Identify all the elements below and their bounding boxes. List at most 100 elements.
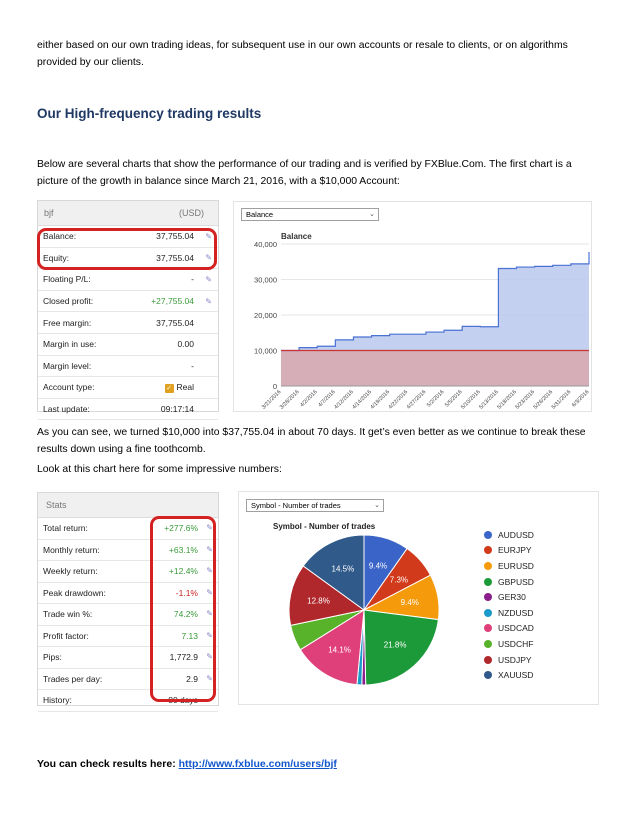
legend-swatch <box>484 671 492 680</box>
pie-chart-frame: Symbol - Number of trades ⌄ Symbol - Num… <box>238 491 599 705</box>
series-area-deposit <box>281 350 589 386</box>
legend-swatch <box>484 561 492 570</box>
stats-row-label: Profit factor: <box>43 630 89 641</box>
edit-icon[interactable]: ✎ <box>206 523 213 532</box>
edit-icon[interactable]: ✎ <box>205 296 212 306</box>
highlight-box-balance <box>37 228 217 270</box>
account-row-label: Account type: <box>43 382 95 393</box>
stats-row: Weekly return: +12.4% ✎ <box>38 561 218 583</box>
account-row-value-text: - <box>191 274 194 285</box>
chart-title: Balance <box>281 232 312 241</box>
stats-row-value: +12.4% <box>168 566 198 576</box>
account-row-value-text: 37,755.04 <box>156 252 194 263</box>
chevron-down-icon: ⌄ <box>374 502 380 509</box>
balance-chart: Balance010,00020,00030,00040,0003/21/201… <box>254 232 590 411</box>
legend-swatch <box>484 577 492 586</box>
stats-row-value: -1.1% <box>175 587 198 598</box>
legend-label: USDCHF <box>498 638 534 649</box>
pie-slice-label: 7.3% <box>390 575 408 584</box>
balance-selector-value: Balance <box>246 210 274 219</box>
pie-chart: Symbol - Number of trades9.4%7.3%9.4%21.… <box>273 522 440 686</box>
account-row-value: ✓ Real <box>164 382 194 393</box>
y-tick-label: 20,000 <box>254 311 277 320</box>
account-header: bjf (USD) <box>38 201 218 226</box>
chart-title: Symbol - Number of trades <box>273 522 376 531</box>
edit-icon[interactable]: ✎ <box>205 274 212 284</box>
pie-slice-label: 9.4% <box>369 562 387 571</box>
account-row-value: 37,755.04 <box>156 253 194 263</box>
account-row-value: - <box>191 361 194 371</box>
stats-header: Stats <box>38 493 218 518</box>
legend-item: USDCAD <box>484 621 534 637</box>
balance-chart-frame: Balance ⌄ Balance 0 10,000 20,000 30,000 40,0… <box>233 201 592 412</box>
pie-selector-value: Symbol - Number of trades <box>251 501 341 510</box>
stats-row: Monthly return: +63.1% ✎ <box>38 540 218 561</box>
legend-label: GER30 <box>498 592 526 603</box>
account-row-value: 09:17:14 <box>161 404 194 414</box>
edit-icon[interactable]: ✎ <box>206 652 213 661</box>
x-tick-label: 5/31/2016 <box>551 389 573 411</box>
pie-slice-label: 21.8% <box>384 641 407 650</box>
account-row-label: Closed profit: <box>43 296 94 307</box>
x-tick-label: 4/2/2016 <box>299 389 318 408</box>
pie-selector[interactable]: Symbol - Number of trades ⌄ <box>246 499 384 512</box>
edit-icon[interactable]: ✎ <box>206 673 213 683</box>
y-tick-label: 0 <box>273 382 277 391</box>
stats-row-label: History: <box>43 695 72 705</box>
edit-icon[interactable]: ✎ <box>206 630 213 640</box>
stats-row-label: Monthly return: <box>43 544 100 555</box>
pie-slice-gbpusd <box>363 609 439 686</box>
account-row-value-text: 0.00 <box>177 339 194 350</box>
legend-swatch <box>484 639 492 648</box>
legend-label: USDJPY <box>498 654 532 665</box>
pie-slice-label: 14.5% <box>332 565 355 574</box>
account-row: Margin level: - <box>38 356 218 378</box>
x-tick-label: 5/2/2016 <box>426 389 445 408</box>
account-row-label: Free margin: <box>43 317 92 328</box>
pie-slice-usdjpy <box>288 565 366 626</box>
section-heading: Our High-frequency trading results <box>37 106 262 121</box>
y-tick-label: 10,000 <box>254 347 277 356</box>
stats-row: Peak drawdown: -1.1% ✎ <box>38 583 218 604</box>
stats-row: Pips: 1,772.9 ✎ <box>38 647 218 669</box>
stats-row-value: 7.13 <box>181 630 198 641</box>
y-tick-label: 30,000 <box>254 276 277 285</box>
edit-icon[interactable]: ✎ <box>206 587 213 597</box>
legend-swatch <box>484 593 492 602</box>
legend-item: GER30 <box>484 589 534 605</box>
stats-row-value: 1,772.9 <box>169 652 198 662</box>
pie-slice-label: 14.1% <box>328 646 351 655</box>
pie-slice-xauusd <box>302 534 365 611</box>
legend-item: GBPUSD <box>484 574 534 590</box>
stats-row-value: 2.9 <box>186 673 198 684</box>
paragraph-chart-intro: Below are several charts that show the p… <box>37 159 572 187</box>
paragraph-results: As you can see, we turned $10,000 into $… <box>37 427 586 455</box>
results-label: You can check results here: <box>37 758 176 770</box>
edit-icon[interactable]: ✎ <box>206 609 213 618</box>
stats-row-value: +277.6% <box>164 523 198 533</box>
legend-swatch <box>484 608 492 617</box>
balance-selector[interactable]: Balance ⌄ <box>241 208 379 221</box>
legend-label: AUDUSD <box>498 529 534 540</box>
x-tick-label: 3/28/2016 <box>279 389 301 411</box>
edit-icon[interactable]: ✎ <box>206 544 213 554</box>
edit-icon[interactable]: ✎ <box>205 253 212 263</box>
stats-row-label: Trade win %: <box>43 609 93 619</box>
pie-slice-label: 12.8% <box>307 596 330 605</box>
edit-icon[interactable]: ✎ <box>206 566 213 575</box>
account-row-value-text: - <box>191 360 194 371</box>
x-tick-label: 4/27/2016 <box>406 389 428 411</box>
legend-item: USDJPY <box>484 652 534 668</box>
stats-row: Trades per day: 2.9 ✎ <box>38 669 218 690</box>
legend-item: AUDUSD <box>484 527 534 543</box>
stats-row-label: Total return: <box>43 523 88 533</box>
account-row: Floating P/L: - ✎ <box>38 269 218 291</box>
stats-panel: Stats Total return: +277.6% ✎ Monthly retur… <box>37 492 219 712</box>
stats-row-label: Pips: <box>43 652 62 662</box>
pie-slice-usdcad <box>299 609 365 686</box>
legend-swatch <box>484 624 492 633</box>
results-link[interactable]: http://www.fxblue.com/users/bjf <box>178 758 337 770</box>
account-row-label: Last update: <box>43 404 90 415</box>
stats-row: Trade win %: 74.2% ✎ <box>38 604 218 626</box>
account-row-value-text: 09:17:14 <box>160 404 194 415</box>
